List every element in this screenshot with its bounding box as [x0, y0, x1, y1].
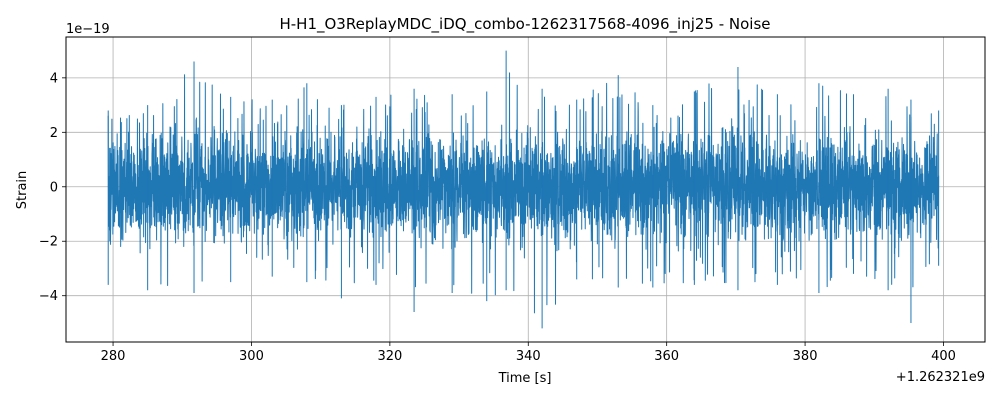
y-axis: −4 −2 0 2 4: [39, 71, 66, 304]
y-tick-label: 2: [50, 126, 58, 141]
x-tick-label: 280: [101, 349, 126, 364]
plot-frame: [65, 36, 986, 343]
y-axis-label: Strain: [15, 171, 30, 210]
x-axis: 280 300 320 340 360 380 400: [101, 342, 956, 364]
strain-series: [107, 50, 940, 329]
y-scale-label: 1e−19: [66, 22, 110, 37]
x-offset-label: +1.262321e9: [896, 370, 985, 385]
x-tick-label: 380: [793, 349, 818, 364]
strain-line: [107, 72, 940, 314]
y-tick-label: 4: [50, 71, 58, 86]
x-tick-label: 400: [931, 349, 956, 364]
y-tick-label: −4: [39, 289, 58, 304]
y-tick-label: −2: [39, 235, 58, 250]
x-axis-label: Time [s]: [498, 371, 552, 386]
y-tick-label: 0: [50, 180, 58, 195]
chart-title: H-H1_O3ReplayMDC_iDQ_combo-1262317568-40…: [279, 15, 770, 34]
x-tick-label: 360: [654, 349, 679, 364]
x-tick-label: 340: [516, 349, 541, 364]
x-tick-label: 300: [239, 349, 264, 364]
x-tick-label: 320: [377, 349, 402, 364]
